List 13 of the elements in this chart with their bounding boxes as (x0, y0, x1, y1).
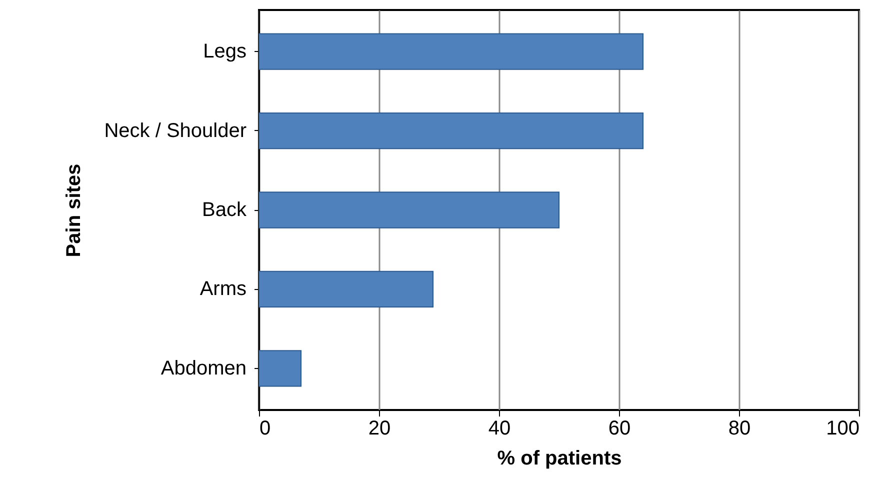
y-axis-title: Pain sites (63, 164, 86, 258)
x-tick-label: 100 (826, 418, 860, 440)
y-tick-label: Legs (203, 40, 246, 63)
x-tick-label: 40 (488, 418, 511, 440)
y-tick-label: Back (202, 199, 248, 221)
x-tick-label: 60 (608, 418, 631, 440)
y-tick-label: Neck / Shoulder (104, 120, 247, 142)
x-tick-label: 20 (368, 418, 391, 440)
y-tick-label: Abdomen (160, 357, 246, 380)
y-tick-label: Arms (200, 278, 246, 300)
x-axis-title: % of patients (497, 448, 622, 470)
x-tick-label: 80 (728, 418, 751, 440)
x-tick-label: 0 (260, 418, 271, 440)
